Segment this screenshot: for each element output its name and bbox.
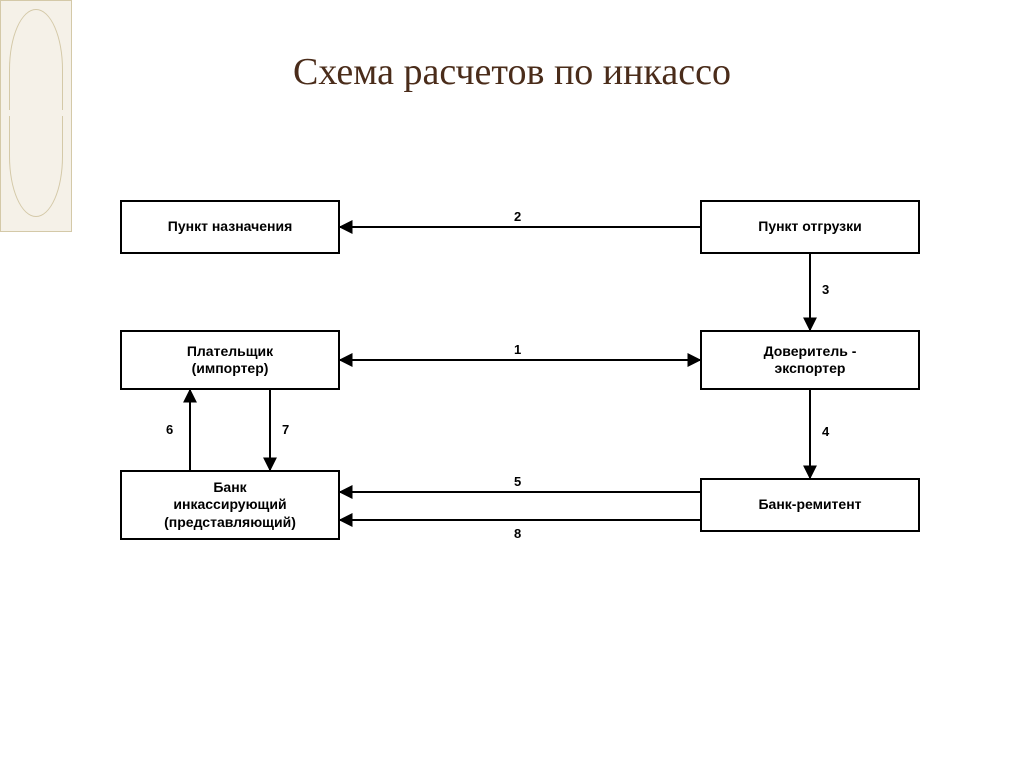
flowchart-diagram: Пункт назначения Пункт отгрузки Плательщик… — [80, 180, 960, 640]
edge-label-e5: 5 — [512, 474, 523, 489]
edge-label-e2: 2 — [512, 209, 523, 224]
edge-label-e3: 3 — [820, 282, 831, 297]
node-princ: Доверитель -экспортер — [700, 330, 920, 390]
node-dest: Пункт назначения — [120, 200, 340, 254]
edge-label-e6: 6 — [164, 422, 175, 437]
slide-title: Схема расчетов по инкассо — [0, 50, 1024, 94]
edge-label-e7: 7 — [280, 422, 291, 437]
node-ship: Пункт отгрузки — [700, 200, 920, 254]
edge-label-e8: 8 — [512, 526, 523, 541]
node-payer: Плательщик(импортер) — [120, 330, 340, 390]
edge-label-e1: 1 — [512, 342, 523, 357]
node-rembank: Банк-ремитент — [700, 478, 920, 532]
slide-side-ornament — [0, 0, 72, 232]
edge-label-e4: 4 — [820, 424, 831, 439]
node-collbank: Банкинкассирующий(представляющий) — [120, 470, 340, 540]
